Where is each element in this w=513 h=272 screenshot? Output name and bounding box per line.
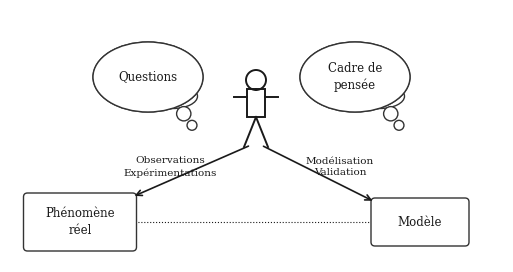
Text: Observations
Expérimentations: Observations Expérimentations [123,156,216,178]
Ellipse shape [148,84,198,109]
Text: Cadre de
pensée: Cadre de pensée [328,62,382,92]
FancyBboxPatch shape [247,89,265,117]
Text: Phénomène
réel: Phénomène réel [45,207,115,237]
Ellipse shape [300,42,410,112]
Ellipse shape [93,42,203,112]
Ellipse shape [355,84,404,109]
Circle shape [384,107,398,121]
Text: Modélisation
Validation: Modélisation Validation [306,157,374,177]
Text: Modèle: Modèle [398,215,442,228]
FancyBboxPatch shape [24,193,136,251]
FancyBboxPatch shape [371,198,469,246]
Ellipse shape [93,42,203,112]
Text: Questions: Questions [119,70,177,84]
Circle shape [176,107,191,121]
Ellipse shape [300,42,410,112]
Circle shape [394,120,404,130]
Circle shape [187,120,197,130]
